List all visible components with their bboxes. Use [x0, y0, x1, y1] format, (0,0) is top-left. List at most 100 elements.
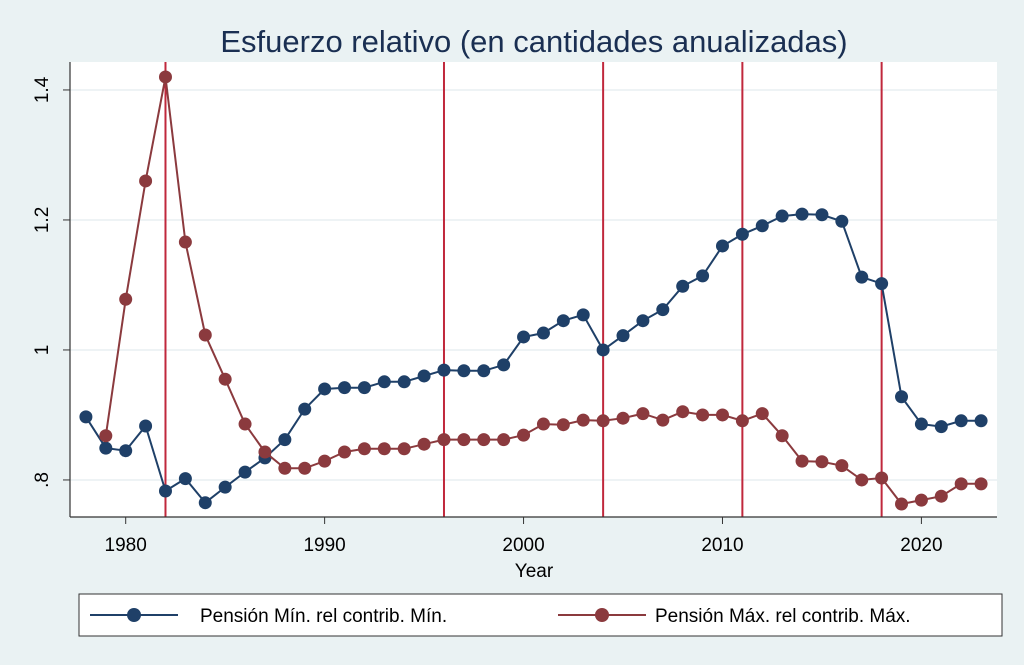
legend-box: [78, 593, 1003, 637]
chart-title: Esfuerzo relativo (en cantidades anualiz…: [220, 24, 847, 59]
y-tick-label: 1.2: [32, 207, 53, 233]
data-point: [576, 308, 590, 322]
data-point: [178, 472, 192, 486]
data-point: [875, 277, 889, 291]
data-point: [158, 484, 172, 498]
data-point: [497, 433, 511, 447]
data-point: [636, 314, 650, 328]
legend-marker-max: [595, 608, 609, 622]
data-point: [696, 269, 710, 283]
y-tick-label: 1.4: [32, 76, 53, 103]
data-point: [616, 411, 630, 425]
y-tick-label: .8: [32, 472, 53, 488]
data-point: [517, 428, 531, 442]
series-1: [99, 70, 988, 511]
data-point: [497, 358, 511, 372]
data-point: [875, 471, 889, 485]
data-point: [79, 410, 93, 424]
legend-label-min: Pensión Mín. rel contrib. Mín.: [200, 606, 447, 627]
data-point: [596, 343, 610, 357]
data-point: [139, 174, 153, 188]
axes: .8 1 1.2 1.4 1980 1990 2000 2010 2020: [32, 62, 997, 556]
data-point: [457, 433, 471, 447]
series-line: [85, 213, 982, 505]
gridlines: [70, 89, 997, 481]
x-tick-label: 2020: [900, 535, 942, 556]
data-point: [775, 209, 789, 223]
data-point: [974, 477, 988, 491]
x-tick-label: 2010: [701, 535, 743, 556]
data-point: [338, 381, 352, 395]
x-tick-label: 1980: [105, 535, 147, 556]
data-point: [258, 445, 272, 459]
x-tick-label: 2000: [502, 535, 544, 556]
data-point: [357, 442, 371, 456]
data-point: [318, 454, 332, 468]
data-point: [278, 461, 292, 475]
data-point: [139, 419, 153, 433]
data-point: [417, 437, 431, 451]
data-point: [576, 413, 590, 427]
data-point: [656, 413, 670, 427]
data-point: [238, 465, 252, 479]
data-point: [855, 473, 869, 487]
data-point: [198, 496, 212, 510]
data-point: [696, 408, 710, 422]
data-point: [198, 328, 212, 342]
data-point: [855, 270, 869, 284]
legend-item-max: Pensión Máx. rel contrib. Máx.: [558, 606, 911, 627]
y-tick-label: 1: [32, 345, 53, 356]
data-point: [99, 441, 113, 455]
x-tick-label: 1990: [303, 535, 345, 556]
data-point: [119, 292, 133, 306]
data-point: [954, 414, 968, 428]
data-point: [119, 444, 133, 458]
data-point: [735, 414, 749, 428]
data-point: [437, 363, 451, 377]
data-point: [895, 497, 909, 511]
data-point: [636, 407, 650, 421]
data-point: [536, 326, 550, 340]
data-point: [437, 433, 451, 447]
data-point: [298, 461, 312, 475]
data-point: [158, 70, 172, 84]
data-point: [517, 330, 531, 344]
data-point: [914, 417, 928, 431]
data-point: [835, 214, 849, 228]
data-point: [914, 493, 928, 507]
data-point: [397, 442, 411, 456]
data-point: [715, 408, 729, 422]
data-point: [775, 429, 789, 443]
legend-label-max: Pensión Máx. rel contrib. Máx.: [655, 606, 911, 627]
data-point: [477, 433, 491, 447]
data-point: [934, 489, 948, 503]
data-point: [815, 455, 829, 469]
data-point: [656, 303, 670, 317]
data-point: [715, 239, 729, 253]
legend: Pensión Mín. rel contrib. Mín. Pensión M…: [78, 593, 1003, 637]
data-point: [357, 381, 371, 395]
data-point: [99, 429, 113, 443]
data-point: [755, 407, 769, 421]
data-point: [397, 375, 411, 389]
data-point: [676, 405, 690, 419]
data-point: [755, 219, 769, 233]
plot-area: [70, 62, 997, 517]
data-point: [934, 420, 948, 434]
data-point: [377, 442, 391, 456]
data-point: [218, 480, 232, 494]
data-point: [735, 227, 749, 241]
data-point: [178, 235, 192, 249]
data-point: [795, 207, 809, 221]
legend-marker-min: [127, 608, 141, 622]
legend-item-min: Pensión Mín. rel contrib. Mín.: [90, 606, 447, 627]
data-point: [278, 433, 292, 447]
data-point: [974, 414, 988, 428]
data-point: [795, 454, 809, 468]
data-point: [596, 414, 610, 428]
data-point: [377, 375, 391, 389]
data-point: [298, 402, 312, 416]
data-point: [676, 279, 690, 293]
data-point: [338, 445, 352, 459]
data-point: [954, 477, 968, 491]
